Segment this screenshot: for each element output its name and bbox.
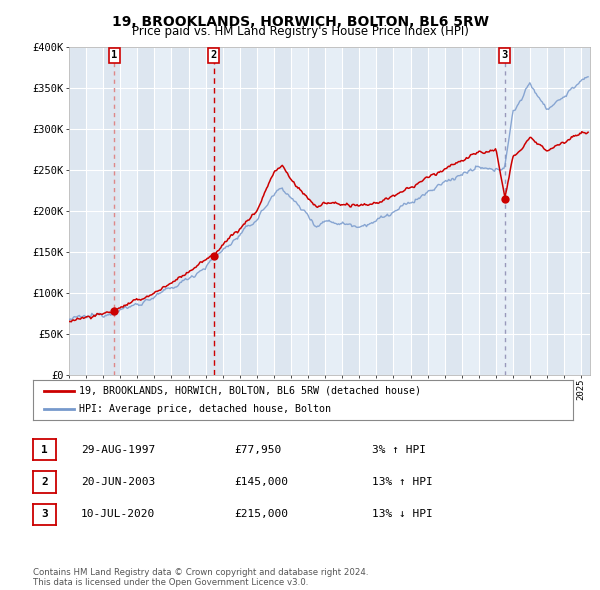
Bar	[291, 47, 308, 375]
Bar	[496, 47, 513, 375]
Bar	[462, 47, 479, 375]
Text: 13% ↓ HPI: 13% ↓ HPI	[372, 510, 433, 519]
Bar	[154, 47, 172, 375]
Text: 2: 2	[211, 50, 217, 60]
Text: Contains HM Land Registry data © Crown copyright and database right 2024.
This d: Contains HM Land Registry data © Crown c…	[33, 568, 368, 587]
Bar	[530, 47, 547, 375]
Text: 1: 1	[111, 50, 118, 60]
Text: £77,950: £77,950	[234, 445, 281, 454]
Text: 3: 3	[502, 50, 508, 60]
Text: 3% ↑ HPI: 3% ↑ HPI	[372, 445, 426, 454]
Text: 13% ↑ HPI: 13% ↑ HPI	[372, 477, 433, 487]
Bar	[394, 47, 410, 375]
Text: 19, BROOKLANDS, HORWICH, BOLTON, BL6 5RW (detached house): 19, BROOKLANDS, HORWICH, BOLTON, BL6 5RW…	[79, 386, 421, 396]
Bar	[223, 47, 240, 375]
Bar	[359, 47, 376, 375]
Text: 3: 3	[41, 510, 48, 519]
Text: 2: 2	[41, 477, 48, 487]
Text: Price paid vs. HM Land Registry's House Price Index (HPI): Price paid vs. HM Land Registry's House …	[131, 25, 469, 38]
Text: HPI: Average price, detached house, Bolton: HPI: Average price, detached house, Bolt…	[79, 404, 331, 414]
Bar	[86, 47, 103, 375]
Text: 10-JUL-2020: 10-JUL-2020	[81, 510, 155, 519]
Text: 29-AUG-1997: 29-AUG-1997	[81, 445, 155, 454]
Text: 19, BROOKLANDS, HORWICH, BOLTON, BL6 5RW: 19, BROOKLANDS, HORWICH, BOLTON, BL6 5RW	[112, 15, 488, 29]
Bar	[188, 47, 206, 375]
Text: £215,000: £215,000	[234, 510, 288, 519]
Text: £145,000: £145,000	[234, 477, 288, 487]
Text: 1: 1	[41, 445, 48, 454]
Bar	[120, 47, 137, 375]
Bar	[564, 47, 581, 375]
Bar	[428, 47, 445, 375]
Bar	[257, 47, 274, 375]
Text: 20-JUN-2003: 20-JUN-2003	[81, 477, 155, 487]
Bar	[325, 47, 342, 375]
